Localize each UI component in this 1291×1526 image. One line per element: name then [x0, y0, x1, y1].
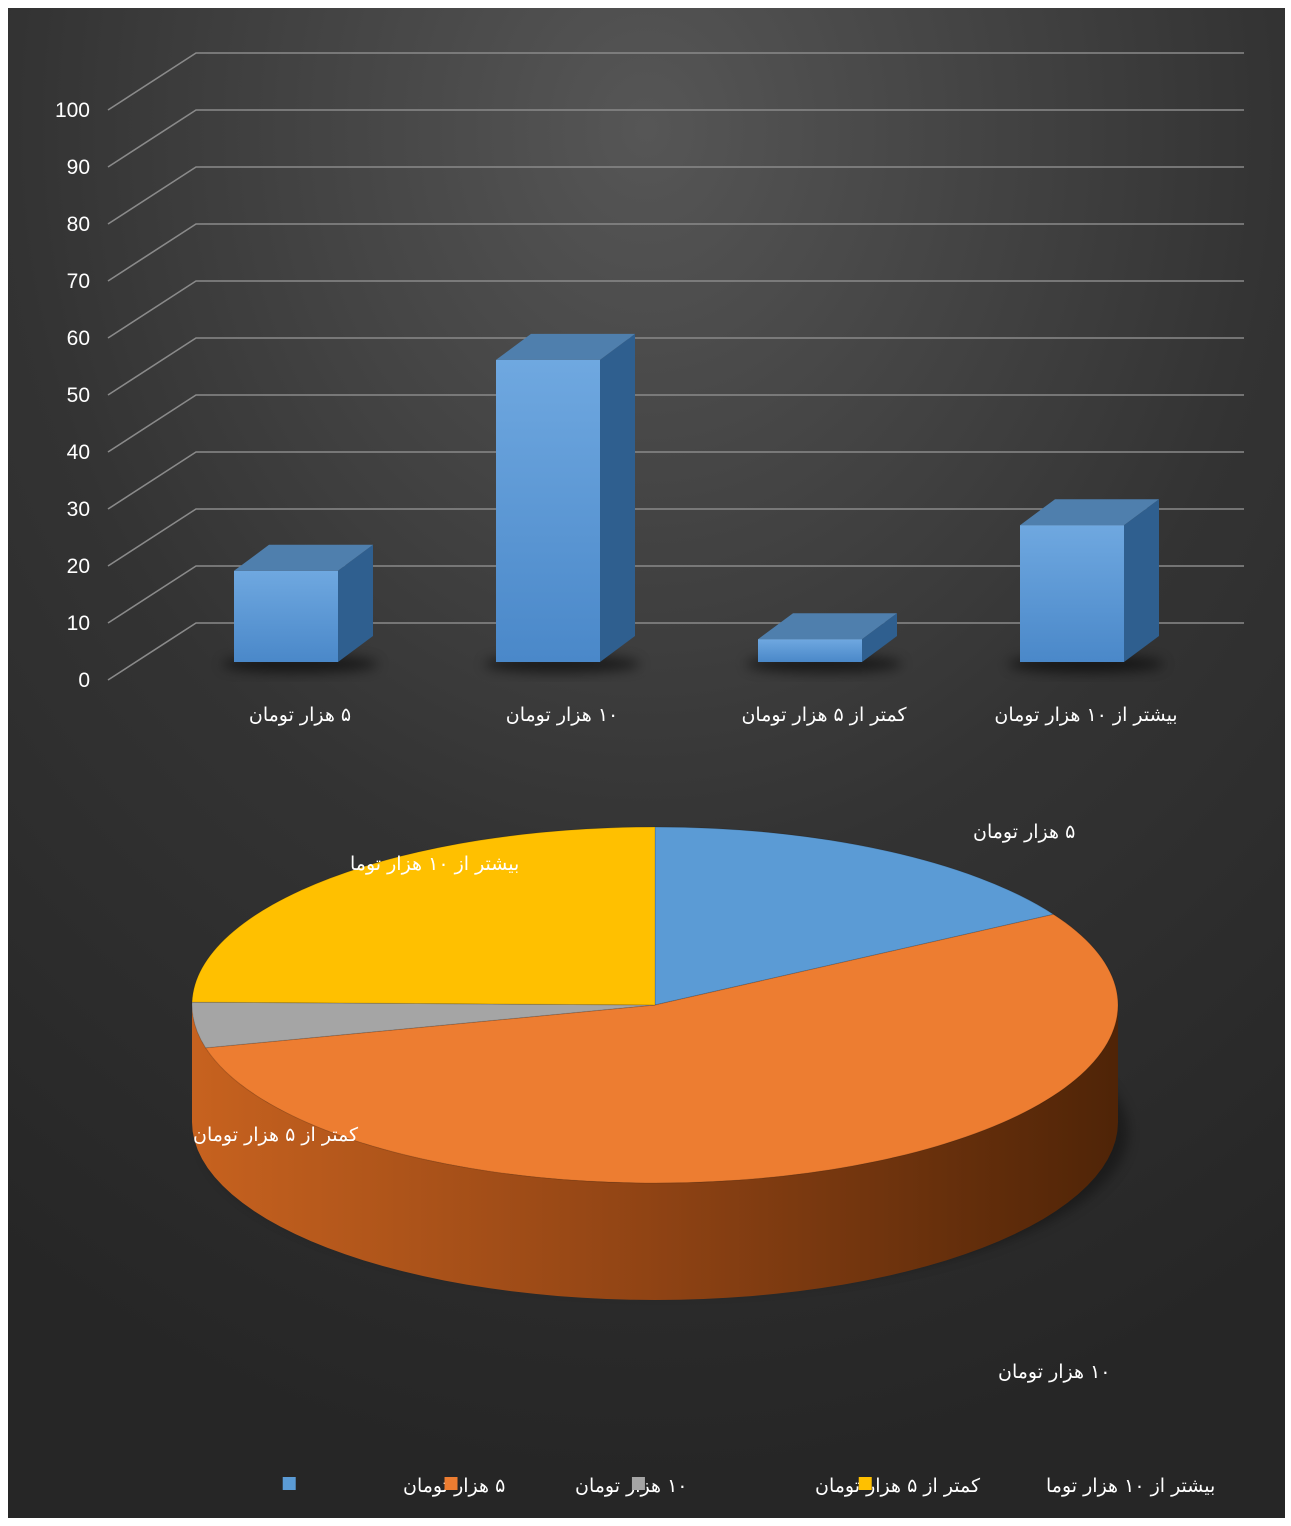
- x-category-label: بیشتر از ۱۰ هزار تومان: [994, 704, 1177, 726]
- bar-front: [1020, 525, 1124, 662]
- pie-side-wall: [192, 1005, 1118, 1300]
- pie-slice-4: [191, 826, 656, 1006]
- y-tick-label: 50: [67, 384, 90, 407]
- y-tick-label: 30: [67, 498, 90, 521]
- legend-swatch: [282, 1477, 296, 1490]
- legend-item: کمتر از ۵ هزار تومان: [631, 1475, 981, 1497]
- bar-top: [758, 613, 897, 640]
- legend-label: بیشتر از ۱۰ هزار توما: [1046, 1475, 1215, 1497]
- gridline: [107, 451, 1244, 510]
- pie-data-label: ۵ هزار تومان: [973, 821, 1075, 843]
- bar-side: [1124, 499, 1159, 662]
- bar-top: [496, 333, 635, 360]
- x-category-label: ۱۰ هزار تومان: [506, 704, 618, 726]
- bar-3: [746, 613, 902, 673]
- gridline: [107, 223, 1244, 282]
- pie-data-label: بیشتر از ۱۰ هزار توما: [350, 853, 519, 875]
- gridline: [107, 280, 1244, 339]
- gridline: [107, 166, 1244, 225]
- y-tick-label: 20: [67, 555, 90, 578]
- gridline: [107, 565, 1244, 624]
- bar-4: [1008, 499, 1164, 673]
- y-tick-label: 80: [67, 213, 90, 236]
- legend-label: کمتر از ۵ هزار تومان: [815, 1475, 981, 1497]
- x-axis-categories: ۵ هزار تومان ۱۰ هزار تومان کمتر از ۵ هزار …: [249, 704, 1178, 726]
- bar-front: [758, 639, 862, 662]
- bar-2: [484, 333, 640, 673]
- y-tick-label: 40: [67, 441, 90, 464]
- bar-gridlines: [107, 52, 1244, 681]
- gridline: [107, 109, 1244, 168]
- y-axis-ticks: 0 10 20 30 40 50 60 70 80 90 100: [55, 99, 90, 692]
- x-category-label: کمتر از ۵ هزار تومان: [741, 704, 907, 726]
- gridline: [107, 508, 1244, 567]
- x-category-label: ۵ هزار تومان: [249, 704, 351, 726]
- y-tick-label: 10: [67, 612, 90, 635]
- chart-panel: 0 10 20 30 40 50 60 70 80 90 100 ۵ هزار تومان ۱۰ هز…: [8, 8, 1285, 1518]
- gridline: [107, 52, 1244, 111]
- gridline: [107, 394, 1244, 453]
- pie-slice-3: [191, 1001, 656, 1049]
- chart-canvas: 0 10 20 30 40 50 60 70 80 90 100 ۵ هزار تومان ۱۰ هز…: [8, 8, 1285, 1518]
- legend-item: بیشتر از ۱۰ هزار توما: [858, 1475, 1215, 1497]
- bar-side: [862, 613, 897, 662]
- legend-swatch: [444, 1477, 458, 1490]
- gridline: [107, 337, 1244, 396]
- y-tick-label: 70: [67, 270, 90, 293]
- legend-swatch: [858, 1477, 872, 1490]
- pie-data-label: کمتر از ۵ هزار تومان: [193, 1124, 359, 1146]
- y-tick-label: 0: [78, 669, 90, 692]
- y-tick-label: 100: [55, 99, 90, 122]
- y-tick-label: 90: [67, 156, 90, 179]
- pie-data-labels: ۵ هزار تومان ۱۰ هزار تومان کمتر از ۵ هزار …: [193, 821, 1110, 1383]
- bar-side: [338, 544, 373, 662]
- bar-front: [234, 570, 338, 662]
- pie-chart: [191, 826, 1128, 1300]
- pie-slice-1: [654, 826, 1055, 1006]
- pie-legend: ۵ هزار تومان ۱۰ هزار تومان کمتر از ۵ هزار …: [282, 1475, 1215, 1497]
- legend-item: ۱۰ هزار تومان: [444, 1475, 687, 1497]
- bar-series: [222, 333, 1164, 673]
- pie-data-label: ۱۰ هزار تومان: [998, 1361, 1110, 1383]
- legend-swatch: [631, 1477, 645, 1490]
- bar-top: [1020, 499, 1159, 526]
- pie-slice-2: [204, 913, 1119, 1184]
- bar-top: [234, 544, 373, 571]
- bar-side: [600, 333, 635, 662]
- legend-label: ۱۰ هزار تومان: [575, 1475, 687, 1497]
- y-tick-label: 60: [67, 327, 90, 350]
- bar-front: [496, 359, 600, 662]
- bar-1: [222, 544, 378, 673]
